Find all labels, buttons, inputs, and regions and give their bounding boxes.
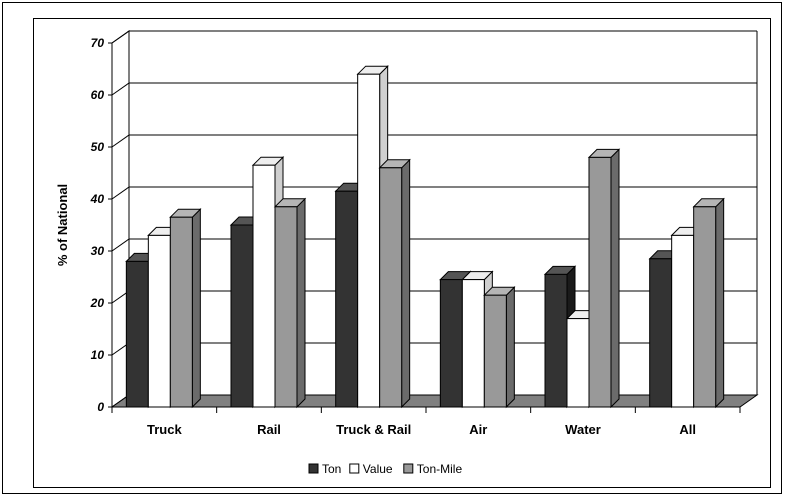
bar-ton <box>544 273 568 408</box>
wall-tick <box>111 238 130 252</box>
y-tick-label: 70 <box>91 36 105 50</box>
bar-ton-mile <box>588 156 612 408</box>
legend-swatch-ton <box>308 463 319 474</box>
y-tick-label: 0 <box>97 400 104 414</box>
category-label: All <box>679 422 696 437</box>
bar-value <box>252 164 276 408</box>
y-tick-label: 30 <box>91 244 105 258</box>
bar-ton <box>125 260 149 408</box>
wall-tick <box>111 134 130 148</box>
bar-side <box>715 197 725 409</box>
category-label: Truck <box>147 422 182 437</box>
bar-side <box>401 158 411 409</box>
wall-tick <box>111 186 130 200</box>
legend-label: Ton-Mile <box>417 462 463 476</box>
bar-value <box>566 318 590 408</box>
bar-ton-mile <box>693 206 717 408</box>
category-label: Water <box>565 422 601 437</box>
bar-ton <box>230 224 254 408</box>
legend-label: Ton <box>322 462 341 476</box>
bar-side <box>191 207 201 409</box>
legend-swatch-ton-mile <box>403 463 414 474</box>
category-label: Rail <box>257 422 281 437</box>
bar-ton <box>439 279 463 408</box>
y-axis-title: % of National <box>55 184 70 266</box>
bar-ton <box>335 190 359 408</box>
y-tick-label: 20 <box>90 296 105 310</box>
wall-tick <box>111 82 130 96</box>
y-tick-label: 40 <box>90 192 105 206</box>
bar-value <box>357 73 381 408</box>
bar-value <box>147 234 171 408</box>
bar-side <box>296 197 306 409</box>
bar-side <box>505 285 515 409</box>
legend-swatch-value <box>349 463 360 474</box>
legend-label: Value <box>363 462 393 476</box>
bar-ton-mile <box>483 294 507 408</box>
y-tick-label: 50 <box>91 140 105 154</box>
bar-ton-mile <box>274 206 298 408</box>
bar-ton-mile <box>379 167 403 408</box>
wall-tick <box>111 30 130 44</box>
y-tick-label: 60 <box>91 88 105 102</box>
bar-ton <box>649 258 673 408</box>
category-label: Air <box>469 422 487 437</box>
bar-side <box>610 148 620 409</box>
category-label: Truck & Rail <box>336 422 411 437</box>
bar-value <box>671 234 695 408</box>
bar-ton-mile <box>169 216 193 408</box>
bar-value <box>461 279 485 408</box>
y-tick-label: 10 <box>91 348 105 362</box>
